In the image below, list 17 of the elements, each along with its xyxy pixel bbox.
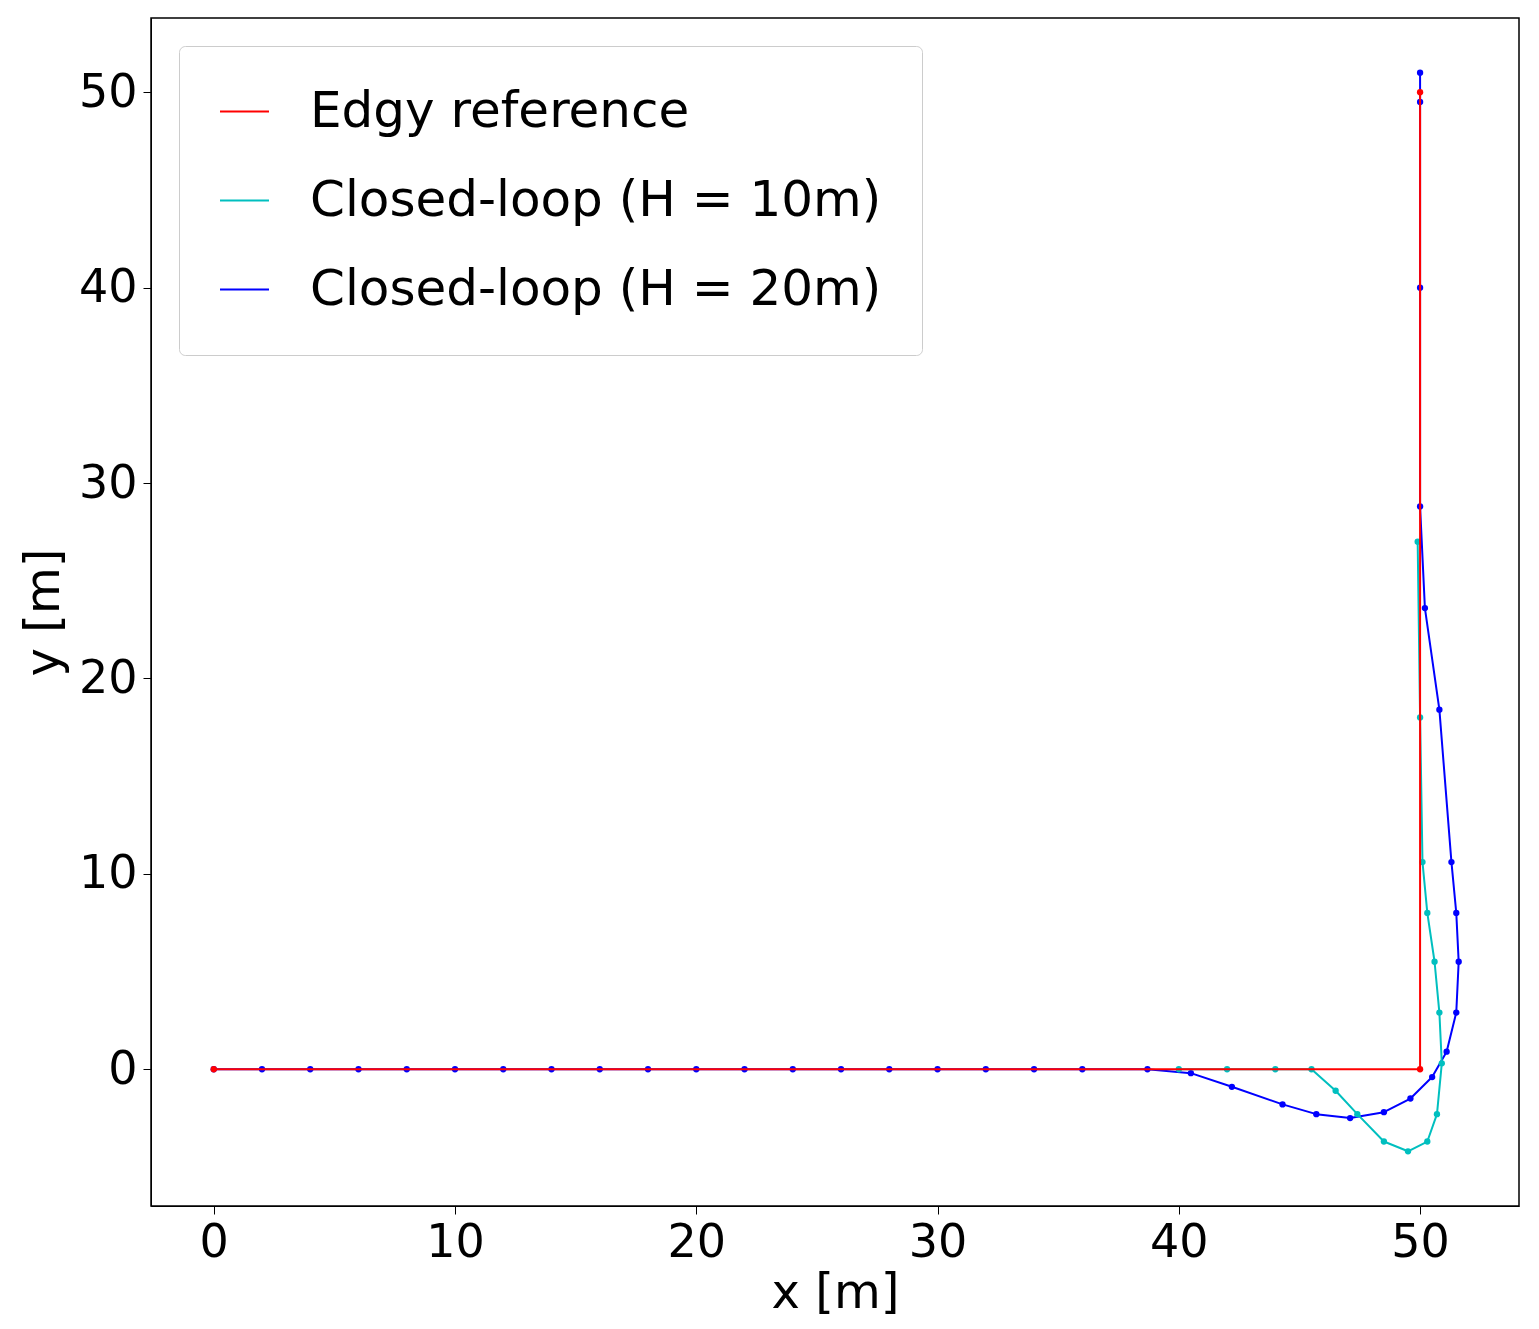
x-tick-label: 10: [426, 1213, 485, 1268]
legend-label: Closed-loop (H = 10m): [310, 169, 882, 228]
legend-label: Closed-loop (H = 20m): [310, 258, 882, 317]
x-tick-label: 30: [908, 1213, 968, 1268]
y-axis-title: y [m]: [13, 548, 70, 677]
legend-label: Edgy reference: [310, 80, 690, 139]
y-tick-label: 50: [78, 63, 138, 118]
x-axis-title: x [m]: [771, 1262, 900, 1319]
x-tick-label: 0: [199, 1213, 229, 1268]
y-tick-label: 20: [78, 649, 138, 704]
x-tick-label: 20: [667, 1213, 727, 1268]
x-tick-label: 40: [1150, 1213, 1209, 1268]
y-tick-label: 30: [78, 454, 138, 509]
y-tick-label: 40: [78, 259, 138, 314]
x-tick-label: 50: [1391, 1213, 1450, 1268]
y-tick-label: 0: [108, 1040, 138, 1095]
y-tick-label: 10: [78, 845, 138, 900]
